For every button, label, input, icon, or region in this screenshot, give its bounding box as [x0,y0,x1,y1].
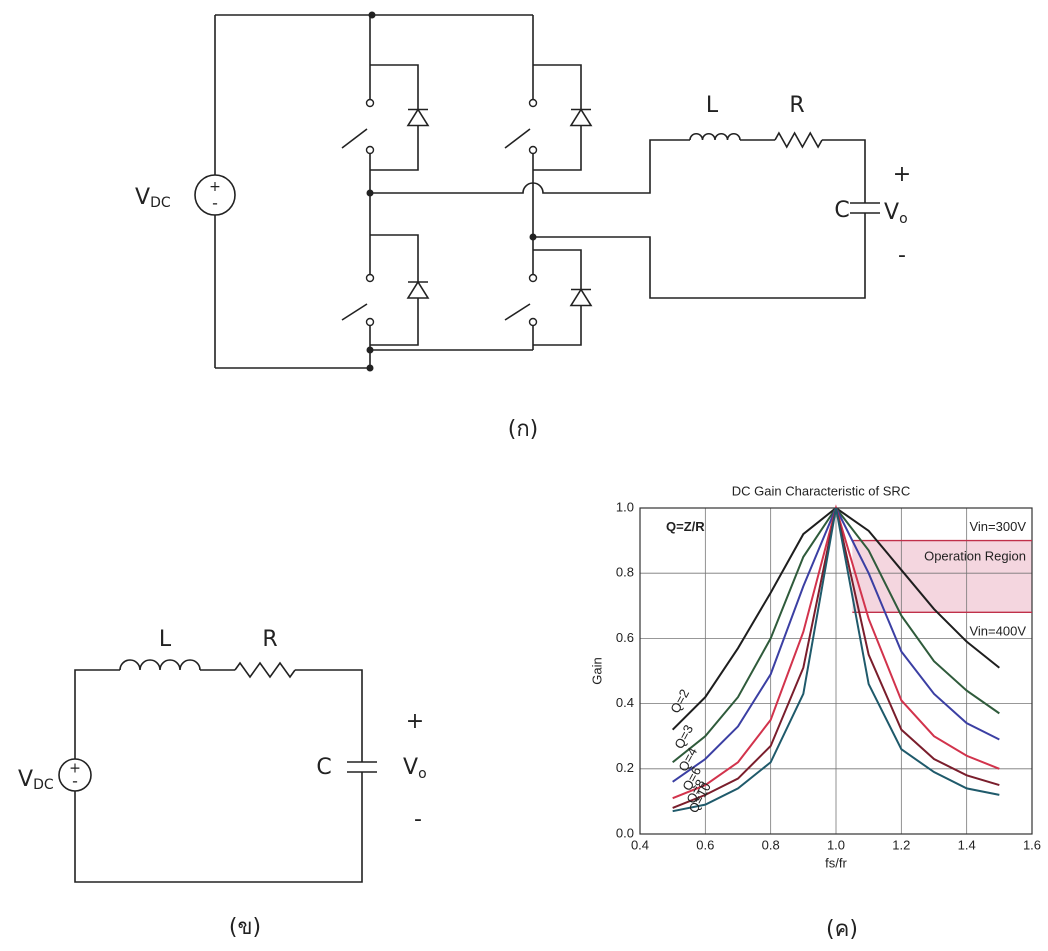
junction [367,365,374,372]
junction [530,234,537,241]
junction [367,347,374,354]
annotation: Vin=300V [969,519,1026,534]
caption: (ข) [229,915,261,940]
out-plus: + [406,709,424,734]
terminal [530,100,537,107]
terminal [367,275,374,282]
wire [342,129,367,148]
chart-title: DC Gain Characteristic of SRC [732,483,910,498]
out-v: V [884,200,899,225]
wire [342,304,367,320]
page: VDC L R C + Vo - (ก) VDC L R C + Vo - (ข… [0,0,1048,951]
wire [75,772,362,882]
diode [408,282,428,298]
caption: (ค) [826,917,858,942]
resistor [775,133,822,147]
y-tick-label: 0.0 [616,825,634,840]
figure: VDC L R C + Vo - (ก) VDC L R C + Vo - (ข… [0,0,1048,951]
x-tick-label: 0.6 [696,837,714,852]
source-label: VDC [18,767,54,793]
wire [370,65,418,170]
resistor [235,663,295,677]
source-minus: - [72,772,78,791]
wire [505,304,530,320]
terminal [367,319,374,326]
y-tick-label: 0.8 [616,565,634,580]
source-sub: DC [33,777,54,793]
annotation: Q=Z/R [666,519,705,534]
wire [295,670,362,762]
y-axis-label: Gain [589,657,604,684]
out-label: Vo [403,755,427,782]
out-sub: o [418,766,427,782]
diode [571,290,591,306]
out-v: V [403,755,418,780]
capacitor-label: C [316,755,331,780]
x-tick-label: 0.8 [762,837,780,852]
terminal [530,147,537,154]
terminal [530,319,537,326]
out-minus: - [898,243,906,268]
wire [533,65,581,170]
out-minus: - [414,807,422,832]
source-v: V [18,767,33,792]
inductor-label: L [159,627,172,652]
out-sub: o [899,211,908,227]
out-label: Vo [884,200,908,227]
y-tick-label: 0.6 [616,630,634,645]
y-tick-label: 0.2 [616,760,634,775]
annotation: Operation Region [924,548,1026,563]
x-tick-label: 1.6 [1023,837,1041,852]
wire [822,140,865,203]
source-sub: DC [150,195,171,211]
x-tick-label: 1.4 [958,837,976,852]
x-axis-label: fs/fr [825,855,847,870]
out-plus: + [893,162,911,187]
diode [571,110,591,126]
resistor-label: R [262,627,277,652]
terminal [530,275,537,282]
source-minus: - [212,194,218,213]
capacitor-label: C [834,198,849,223]
x-tick-label: 1.0 [827,837,845,852]
wire [533,250,581,345]
diode [408,110,428,126]
wire [370,235,418,345]
source-label: VDC [135,185,171,211]
resistor-label: R [789,93,804,118]
inductor [690,134,740,140]
source-v: V [135,185,150,210]
caption: (ก) [508,417,539,442]
x-tick-label: 1.2 [892,837,910,852]
terminal [367,147,374,154]
junction [367,190,374,197]
annotation: Vin=400V [969,623,1026,638]
terminal [367,100,374,107]
inductor [120,660,200,670]
curve-label: Q=2 [667,687,692,716]
wire [533,213,865,298]
junction [369,12,376,19]
y-tick-label: 1.0 [616,499,634,514]
inductor-label: L [706,93,719,118]
y-tick-label: 0.4 [616,695,634,710]
wire [505,129,530,148]
wire [75,670,120,759]
